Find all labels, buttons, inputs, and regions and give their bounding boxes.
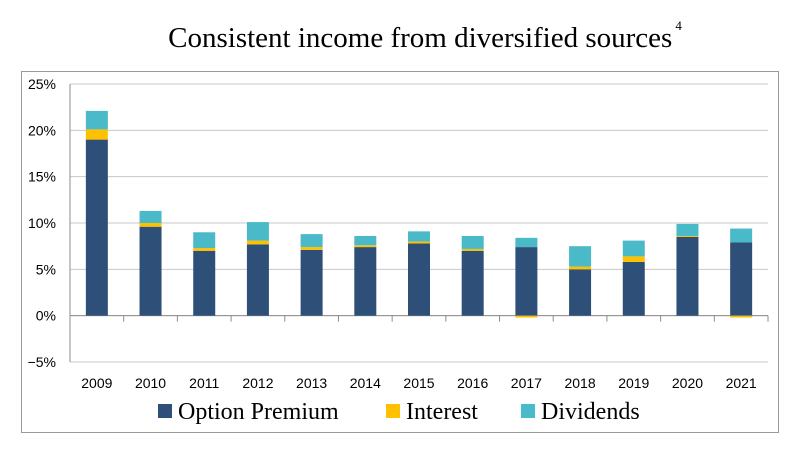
legend-label-dividends: Dividends <box>541 399 640 425</box>
bar-dividends-2015 <box>408 231 430 242</box>
bar-dividends-2017 <box>515 237 538 248</box>
x-tick-label: 2018 <box>564 375 595 391</box>
bar-interest-2019 <box>622 256 645 262</box>
x-tick-label: 2010 <box>135 375 166 391</box>
x-tick-label: 2016 <box>457 375 488 391</box>
bar-interest-2009 <box>85 129 108 140</box>
bar-option-premium-2021 <box>730 242 753 316</box>
bar-interest-2011 <box>193 248 216 251</box>
legend-label-option-premium: Option Premium <box>178 399 339 425</box>
bar-option-premium-2019 <box>622 261 645 316</box>
x-tick-label: 2009 <box>81 375 112 391</box>
bar-option-premium-2012 <box>246 244 269 316</box>
bar-interest-2016 <box>461 248 484 251</box>
legend-swatch-option-premium <box>158 404 172 418</box>
bar-interest-2020 <box>676 235 699 237</box>
bar-option-premium-2017 <box>515 247 538 316</box>
x-tick-label: 2017 <box>511 375 542 391</box>
bar-option-premium-2016 <box>461 250 484 316</box>
chart-title: Consistent income from diversified sourc… <box>0 18 800 55</box>
chart-frame <box>21 71 779 433</box>
x-tick-label: 2012 <box>242 375 273 391</box>
bar-option-premium-2014 <box>354 247 377 316</box>
legend-swatch-dividends <box>521 404 535 418</box>
bar-option-premium-2010 <box>139 226 162 316</box>
bar-dividends-2018 <box>569 246 592 267</box>
bar-interest-2010 <box>139 223 162 227</box>
y-tick-label: 0% <box>36 308 56 324</box>
bar-option-premium-2015 <box>408 243 430 316</box>
bar-dividends-2016 <box>461 235 484 249</box>
bar-option-premium-2013 <box>300 249 323 316</box>
bar-option-premium-2011 <box>193 250 216 316</box>
bar-interest-2017 <box>515 315 538 318</box>
bar-dividends-2020 <box>676 223 699 236</box>
bar-option-premium-2009 <box>85 139 108 316</box>
bar-interest-2012 <box>246 240 269 245</box>
x-tick-label: 2014 <box>350 375 381 391</box>
bar-option-premium-2018 <box>569 269 592 316</box>
legend-label-interest: Interest <box>406 399 478 425</box>
bar-interest-2014 <box>354 245 377 248</box>
bar-interest-2015 <box>408 241 430 244</box>
bar-dividends-2013 <box>300 234 323 248</box>
x-tick-label: 2013 <box>296 375 327 391</box>
bar-dividends-2021 <box>730 228 753 243</box>
bar-dividends-2010 <box>139 210 162 223</box>
legend-swatch-interest <box>386 404 400 418</box>
bar-interest-2018 <box>569 266 592 270</box>
y-tick-label: 20% <box>28 122 56 138</box>
bar-dividends-2019 <box>622 240 645 257</box>
x-tick-label: 2021 <box>726 375 757 391</box>
bar-dividends-2014 <box>354 235 377 246</box>
x-tick-label: 2020 <box>672 375 703 391</box>
bar-dividends-2011 <box>193 232 216 249</box>
bar-dividends-2009 <box>85 110 108 130</box>
y-tick-label: 25% <box>28 76 56 92</box>
bar-interest-2013 <box>300 247 323 250</box>
bar-option-premium-2020 <box>676 236 699 316</box>
bar-dividends-2012 <box>246 222 269 241</box>
y-tick-label: 15% <box>28 169 56 185</box>
title-footnote: 4 <box>675 18 682 33</box>
y-tick-label: −5% <box>28 354 56 370</box>
x-tick-label: 2015 <box>403 375 434 391</box>
y-tick-label: 5% <box>36 261 56 277</box>
y-tick-label: 10% <box>28 215 56 231</box>
bar-interest-2021 <box>730 315 753 318</box>
chart-title-text: Consistent income from diversified sourc… <box>168 22 673 54</box>
x-tick-label: 2011 <box>189 375 219 391</box>
x-tick-label: 2019 <box>618 375 649 391</box>
